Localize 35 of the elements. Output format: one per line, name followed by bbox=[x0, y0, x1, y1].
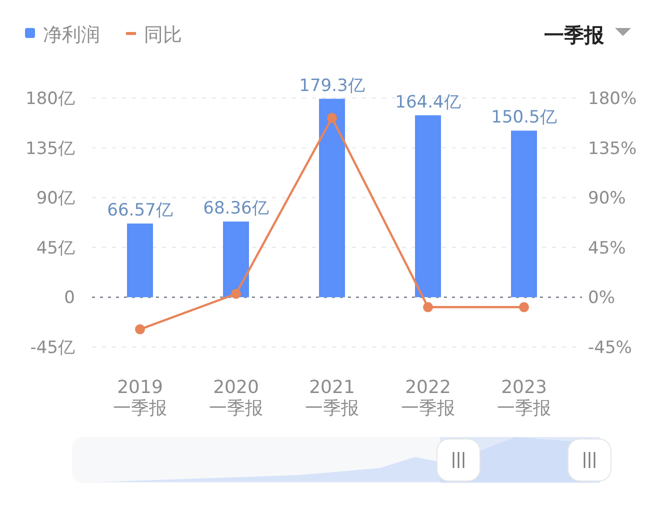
bar bbox=[127, 224, 153, 298]
data-label: 68.36亿 bbox=[203, 198, 269, 219]
y-tick-label: 90亿 bbox=[36, 188, 75, 209]
y2-tick-label: -45% bbox=[588, 338, 632, 358]
y-tick-label: 180亿 bbox=[26, 89, 75, 109]
y-tick-label: 0 bbox=[64, 288, 75, 308]
x-tick-label: 2022 一季报 bbox=[401, 377, 455, 419]
data-label: 164.4亿 bbox=[395, 92, 461, 112]
point bbox=[327, 112, 337, 123]
bar bbox=[511, 130, 537, 298]
point bbox=[135, 324, 145, 334]
y2-tick-label: 45% bbox=[588, 238, 626, 258]
x-tick-label: 2023 一季报 bbox=[497, 377, 551, 419]
data-label: 179.3亿 bbox=[299, 76, 365, 96]
text: 一季报 bbox=[544, 23, 605, 47]
data-label: 66.57亿 bbox=[107, 200, 173, 221]
y2-tick-label: 180% bbox=[588, 89, 637, 109]
y2-tick-label: 135% bbox=[588, 138, 637, 159]
y-tick-label: 135亿 bbox=[26, 138, 75, 159]
data-label: 150.5亿 bbox=[491, 108, 557, 128]
bar bbox=[415, 115, 441, 298]
point bbox=[231, 288, 241, 299]
x-tick-label: 2021 一季报 bbox=[305, 377, 359, 419]
y2-tick-label: 0% bbox=[588, 288, 615, 308]
bar bbox=[223, 222, 249, 298]
legend-label: 净利润 bbox=[43, 24, 100, 46]
legend-label: 同比 bbox=[144, 24, 182, 46]
x-tick-label: 2019 一季报 bbox=[113, 377, 167, 419]
y-tick-label: -45亿 bbox=[30, 338, 75, 358]
point bbox=[519, 302, 529, 312]
bar bbox=[319, 98, 345, 298]
y-tick-label: 45亿 bbox=[36, 238, 75, 258]
x-tick-label: 2020 一季报 bbox=[209, 377, 263, 419]
point bbox=[423, 302, 433, 312]
y2-tick-label: 90% bbox=[588, 188, 626, 209]
